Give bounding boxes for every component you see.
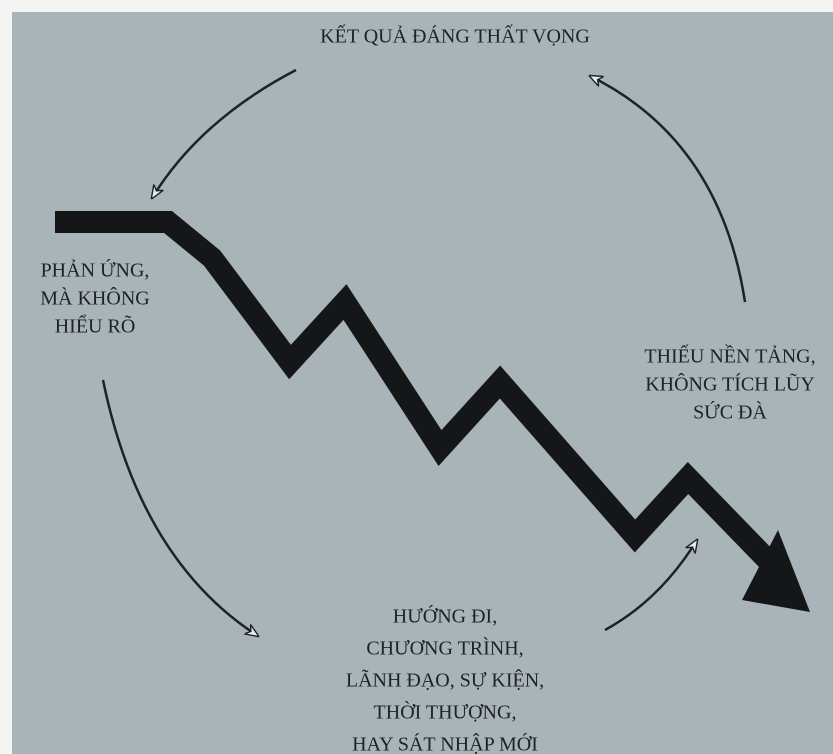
background	[12, 12, 833, 754]
node-label: LÃNH ĐẠO, SỰ KIỆN,	[346, 668, 544, 692]
zigzag-decline	[55, 211, 793, 586]
node-label: MÀ KHÔNG	[40, 286, 149, 310]
cycle-arrow	[604, 540, 697, 632]
cycle-arrow	[101, 379, 258, 636]
node-label: THỜI THƯỢNG,	[374, 700, 517, 724]
node-label: HAY SÁT NHẬP MỚI	[352, 732, 538, 754]
node-label: SỨC ĐÀ	[693, 400, 767, 424]
labels: KẾT QUẢ ĐÁNG THẤT VỌNG PHẢN ỨNG, MÀ KHÔNG H…	[40, 24, 815, 754]
node-label: CHƯƠNG TRÌNH,	[366, 637, 523, 660]
node-label: HƯỚNG ĐI,	[393, 604, 497, 628]
node-label: THIẾU NỀN TẢNG,	[644, 344, 815, 368]
node-label: PHẢN ỨNG,	[41, 258, 150, 282]
node-label: KHÔNG TÍCH LŨY	[645, 372, 815, 396]
cycle-arrow	[590, 76, 747, 303]
node-label: HIỂU RÕ	[55, 314, 136, 338]
zigzag-arrowhead	[742, 530, 810, 612]
node-label: KẾT QUẢ ĐÁNG THẤT VỌNG	[320, 24, 590, 48]
cycle-arrow	[152, 68, 297, 198]
